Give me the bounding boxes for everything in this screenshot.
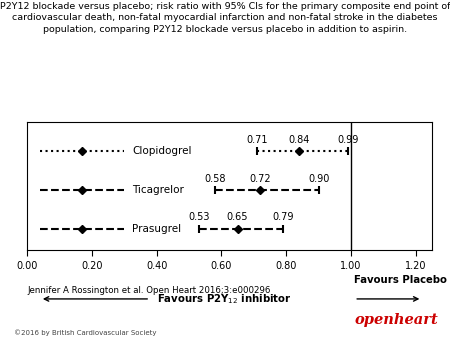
Text: Clopidogrel: Clopidogrel <box>132 146 192 156</box>
Text: Ticagrelor: Ticagrelor <box>132 185 184 195</box>
Text: Favours P2Y$_{12}$ inhibitor: Favours P2Y$_{12}$ inhibitor <box>157 292 291 306</box>
Text: 0.99: 0.99 <box>337 135 359 145</box>
Text: 0.71: 0.71 <box>246 135 268 145</box>
Text: 0.58: 0.58 <box>204 174 225 184</box>
Text: 0.90: 0.90 <box>308 174 329 184</box>
Text: 0.53: 0.53 <box>188 213 209 222</box>
Text: 0.79: 0.79 <box>272 213 294 222</box>
Text: openheart: openheart <box>354 313 438 327</box>
Text: Favours Placebo: Favours Placebo <box>354 275 447 285</box>
Text: 0.65: 0.65 <box>227 213 248 222</box>
Text: 0.72: 0.72 <box>249 174 271 184</box>
Text: 0.84: 0.84 <box>288 135 310 145</box>
Text: P2Y12 blockade versus placebo; risk ratio with 95% CIs for the primary composite: P2Y12 blockade versus placebo; risk rati… <box>0 2 450 34</box>
Text: Jennifer A Rossington et al. Open Heart 2016;3:e000296: Jennifer A Rossington et al. Open Heart … <box>27 286 270 295</box>
Text: Prasugrel: Prasugrel <box>132 224 181 234</box>
Text: ©2016 by British Cardiovascular Society: ©2016 by British Cardiovascular Society <box>14 330 156 336</box>
